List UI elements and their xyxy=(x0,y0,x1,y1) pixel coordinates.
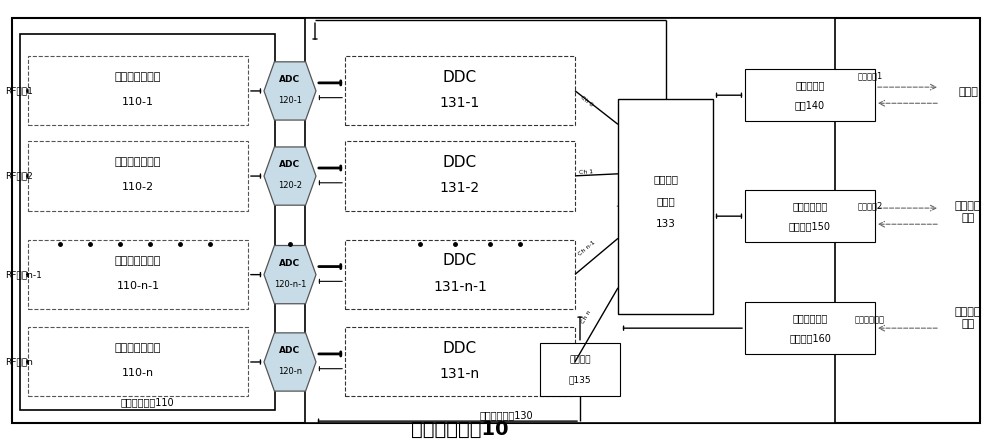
Text: 扫描控制单元: 扫描控制单元 xyxy=(792,201,828,211)
Text: RF输入n: RF输入n xyxy=(5,358,33,366)
Text: 信号调整子单元: 信号调整子单元 xyxy=(115,256,161,266)
Text: ADC: ADC xyxy=(279,346,301,355)
Text: 110-n-1: 110-n-1 xyxy=(116,280,160,291)
Polygon shape xyxy=(264,147,316,205)
Bar xyxy=(618,99,713,314)
Text: RF输入2: RF输入2 xyxy=(5,172,33,181)
Text: 120-n-1: 120-n-1 xyxy=(274,280,306,289)
Text: Ch 1: Ch 1 xyxy=(579,169,594,175)
Text: 器135: 器135 xyxy=(569,375,591,384)
Text: 控制器: 控制器 xyxy=(656,197,675,207)
Text: 射频接收装置10: 射频接收装置10 xyxy=(411,420,509,439)
Bar xyxy=(345,141,575,211)
Text: 扫描控制单元: 扫描控制单元 xyxy=(792,313,828,323)
Text: 131-n-1: 131-n-1 xyxy=(433,280,487,294)
Bar xyxy=(745,190,875,242)
Text: 扫描控制
单元: 扫描控制 单元 xyxy=(955,201,981,223)
Text: 控制台数据: 控制台数据 xyxy=(795,80,825,90)
Text: DDC: DDC xyxy=(443,254,477,268)
Text: RF输入1: RF输入1 xyxy=(5,86,33,95)
Text: 133: 133 xyxy=(656,219,675,229)
Text: Ch 0: Ch 0 xyxy=(579,95,594,108)
Text: 110-2: 110-2 xyxy=(122,182,154,192)
Text: 数字链路1: 数字链路1 xyxy=(857,72,883,81)
Text: 信号调整子单元: 信号调整子单元 xyxy=(115,157,161,168)
Text: 信号调整单元110: 信号调整单元110 xyxy=(121,397,174,407)
Polygon shape xyxy=(264,62,316,120)
Text: 120-n: 120-n xyxy=(278,367,302,376)
Text: Ch n: Ch n xyxy=(581,310,592,325)
Text: 数据接口150: 数据接口150 xyxy=(789,221,831,231)
Text: 控制台: 控制台 xyxy=(958,87,978,97)
Bar xyxy=(28,141,248,211)
Text: 接口140: 接口140 xyxy=(795,100,825,110)
Text: 信号调整子单元: 信号调整子单元 xyxy=(115,343,161,353)
Text: 时钟接口160: 时钟接口160 xyxy=(789,333,831,343)
Text: Ch n-1: Ch n-1 xyxy=(577,239,596,256)
Text: 并行处理: 并行处理 xyxy=(653,174,678,184)
Bar xyxy=(745,69,875,121)
Text: 数字链路2: 数字链路2 xyxy=(857,202,883,211)
Text: RF输入n-1: RF输入n-1 xyxy=(5,270,42,279)
Text: ADC: ADC xyxy=(279,75,301,84)
Bar xyxy=(28,240,248,309)
Text: 信号调整子单元: 信号调整子单元 xyxy=(115,72,161,82)
Bar xyxy=(540,343,620,396)
Text: 131-2: 131-2 xyxy=(440,181,480,195)
Text: 131-n: 131-n xyxy=(440,367,480,381)
Text: 时钟分配: 时钟分配 xyxy=(569,355,591,364)
Bar xyxy=(305,18,835,423)
Text: 参考时钟链路: 参考时钟链路 xyxy=(855,316,885,325)
Polygon shape xyxy=(264,246,316,304)
Text: 120-2: 120-2 xyxy=(278,181,302,190)
Polygon shape xyxy=(264,333,316,391)
Bar xyxy=(28,56,248,125)
Text: 信号处理单元130: 信号处理单元130 xyxy=(480,410,533,420)
Bar xyxy=(345,240,575,309)
Text: 131-1: 131-1 xyxy=(440,96,480,110)
Text: 110-1: 110-1 xyxy=(122,97,154,107)
Text: DDC: DDC xyxy=(443,70,477,85)
Text: DDC: DDC xyxy=(443,155,477,170)
Bar xyxy=(345,56,575,125)
Bar xyxy=(345,327,575,396)
Bar xyxy=(28,327,248,396)
Text: ADC: ADC xyxy=(279,259,301,268)
Bar xyxy=(745,302,875,354)
Text: 110-n: 110-n xyxy=(122,368,154,378)
Bar xyxy=(20,34,275,410)
Text: DDC: DDC xyxy=(443,341,477,356)
Text: ADC: ADC xyxy=(279,160,301,169)
Text: 120-1: 120-1 xyxy=(278,96,302,105)
Text: 扫描控制
单元: 扫描控制 单元 xyxy=(955,307,981,329)
